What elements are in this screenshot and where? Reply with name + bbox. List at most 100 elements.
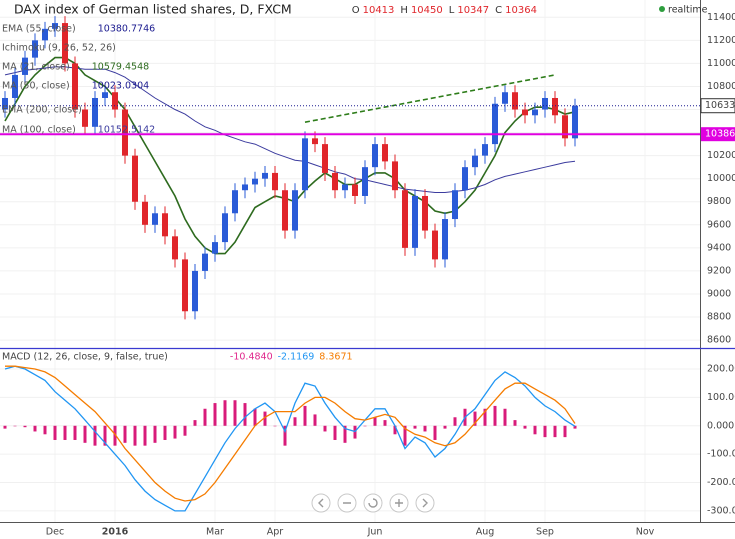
marks xyxy=(0,16,700,512)
histogram-bar xyxy=(363,425,367,427)
candle-body xyxy=(462,167,468,191)
histogram-bar xyxy=(323,425,327,432)
scroll-left-button[interactable] xyxy=(311,493,331,513)
histogram-bar xyxy=(23,425,27,428)
level-label: 10386 xyxy=(705,129,735,140)
candle-body xyxy=(392,161,398,191)
candle-body xyxy=(2,97,8,110)
candle-body xyxy=(32,40,38,58)
reset-button[interactable] xyxy=(363,493,383,513)
legend-value: 10023.0304 xyxy=(92,81,149,92)
histogram-bar xyxy=(233,400,237,426)
y-tick-label: -300.000 xyxy=(707,505,735,516)
candle-body xyxy=(182,259,188,312)
histogram-bar xyxy=(393,425,397,435)
ohlc-value: 10413 xyxy=(363,5,395,16)
candle-body xyxy=(502,92,508,104)
navigation xyxy=(311,493,435,513)
candle-body xyxy=(572,105,578,139)
histogram-bar xyxy=(143,425,147,446)
histogram-bar xyxy=(193,420,197,426)
histogram-bar xyxy=(303,405,307,426)
histogram-bar xyxy=(133,425,137,446)
status-label: realtime xyxy=(668,5,708,16)
x-tick-label: 2016 xyxy=(102,527,129,538)
candle-body xyxy=(362,167,368,196)
y-tick-label: -200.000 xyxy=(707,477,735,488)
legend-name: MA (100, close) xyxy=(2,125,76,136)
grid xyxy=(0,0,700,522)
candle-body xyxy=(482,144,488,156)
candle-body xyxy=(302,138,308,191)
y-tick-label: 11400 xyxy=(707,12,735,23)
candle-body xyxy=(192,270,198,312)
histogram-bar xyxy=(443,425,447,429)
candle-body xyxy=(292,190,298,231)
histogram-bar xyxy=(343,425,347,443)
candle-body xyxy=(522,109,528,116)
candle-body xyxy=(452,190,458,220)
histogram-bar xyxy=(423,425,427,432)
candle-body xyxy=(232,190,238,214)
candle-body xyxy=(22,57,28,75)
candle-body xyxy=(172,236,178,260)
histogram-bar xyxy=(493,405,497,426)
candle-body xyxy=(142,201,148,225)
moving-average-line xyxy=(4,66,576,193)
ohlc-key: O xyxy=(352,5,360,16)
y-tick-label: -100.000 xyxy=(707,449,735,460)
candle-body xyxy=(52,23,58,29)
candle-body xyxy=(492,103,498,145)
y-tick-label: 9000 xyxy=(707,288,731,299)
histogram-bar xyxy=(43,425,47,435)
histogram-bar xyxy=(183,425,187,436)
histogram-bar xyxy=(73,425,77,440)
y-tick-label: 8800 xyxy=(707,312,731,323)
status-dot xyxy=(659,6,665,12)
candle-body xyxy=(532,109,538,116)
candle-body xyxy=(82,109,88,127)
x-tick-label: Sep xyxy=(536,527,554,538)
histogram-bar xyxy=(123,425,127,443)
macd-line xyxy=(5,365,576,502)
candle-body xyxy=(262,172,268,179)
histogram-bar xyxy=(153,425,157,443)
x-tick-label: Apr xyxy=(267,527,284,538)
y-tick-label: 11200 xyxy=(707,35,735,46)
y-tick-label: 9600 xyxy=(707,219,731,230)
histogram-bar xyxy=(253,408,257,426)
histogram-bar xyxy=(223,400,227,426)
trendline xyxy=(304,74,556,123)
y-tick-label: 100.000 xyxy=(707,392,735,403)
legend-name: Ichimoku (9, 26, 52, 26) xyxy=(2,43,116,54)
candle-body xyxy=(542,97,548,110)
histogram-bar xyxy=(563,425,567,438)
x-tick-label: Aug xyxy=(476,527,495,538)
candle-body xyxy=(372,144,378,168)
histogram-bar xyxy=(33,425,37,432)
histogram-bar xyxy=(273,425,277,427)
histogram-bar xyxy=(63,425,67,440)
histogram-bar xyxy=(333,425,337,440)
ohlc-value: 10450 xyxy=(411,5,443,16)
histogram-bar xyxy=(403,425,407,446)
candle-body xyxy=(102,92,108,98)
histogram-bar xyxy=(263,411,267,426)
legend-name: MA (21, close) xyxy=(2,62,70,73)
y-tick-label: 10800 xyxy=(707,81,735,92)
histogram-bar xyxy=(283,425,287,446)
histogram-bar xyxy=(523,425,527,429)
histogram-bar xyxy=(383,420,387,426)
navigation-icons xyxy=(318,498,428,508)
candle-body xyxy=(252,178,258,185)
candle-body xyxy=(382,144,388,162)
histogram-bar xyxy=(93,425,97,446)
moving-average-line xyxy=(4,56,576,255)
candle-body xyxy=(432,230,438,260)
scroll-right-button[interactable] xyxy=(415,493,435,513)
candle-body xyxy=(132,155,138,202)
y-tick-label: 0.000 xyxy=(707,420,734,431)
histogram-bar xyxy=(503,408,507,426)
histogram-bar xyxy=(3,425,7,429)
candle-body xyxy=(92,97,98,127)
